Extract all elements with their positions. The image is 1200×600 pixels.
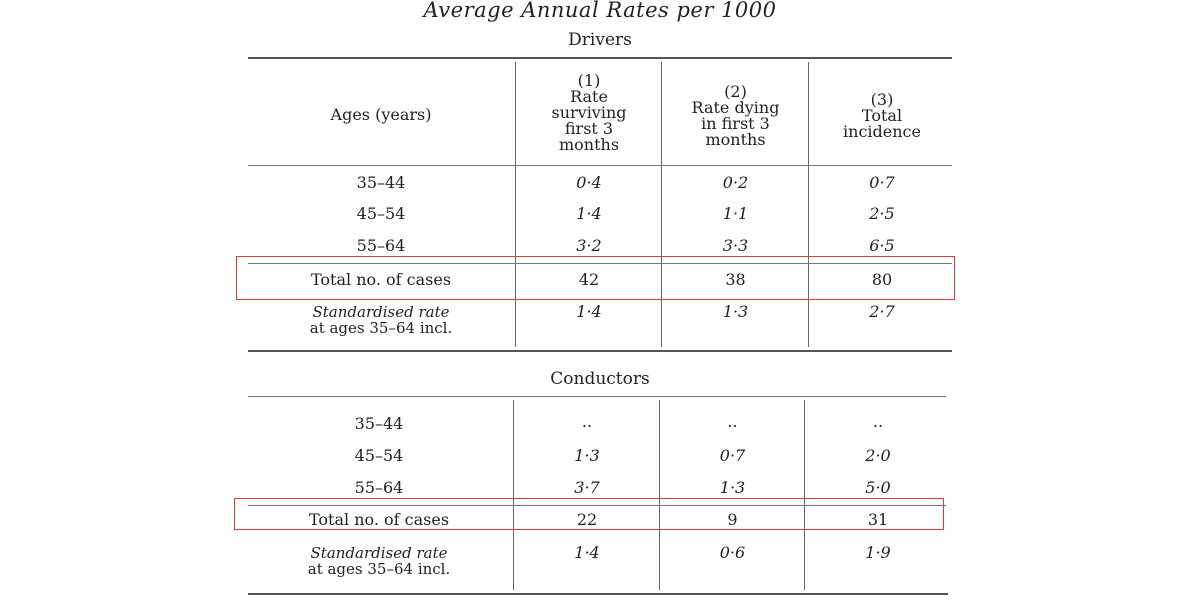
header-col2-line: in first 3 <box>701 114 770 133</box>
column-divider <box>808 62 809 347</box>
table-cell: 0·7 <box>869 173 895 192</box>
table-cell: 3·3 <box>722 236 749 255</box>
header-col2-line: Rate dying <box>691 98 780 117</box>
total-rule <box>248 263 952 264</box>
table-cell: 3·2 <box>576 236 602 255</box>
header-col2-line: months <box>705 130 766 149</box>
header-col1-line: months <box>558 135 620 154</box>
header-col1: (1) Rate surviving first 3 months <box>517 73 661 153</box>
column-divider <box>659 400 660 590</box>
header-col1-line: Rate <box>570 87 608 106</box>
total-cell: 9 <box>727 510 738 529</box>
table-cell: .. <box>872 412 884 431</box>
table-cell: 0·7 <box>719 446 746 465</box>
age-label: 55–64 <box>356 236 406 255</box>
standardised-cell: 1·3 <box>722 302 749 321</box>
header-col3-line: incidence <box>843 122 921 141</box>
total-cell: 38 <box>725 270 746 289</box>
table-cell: 1·3 <box>574 446 600 465</box>
table-cell: 1·3 <box>719 478 746 497</box>
header-col1-line: surviving <box>551 103 627 122</box>
table-cell: 2·0 <box>865 446 891 465</box>
total-rule <box>248 505 946 506</box>
total-cell: 22 <box>576 510 598 529</box>
table-cell: 5·0 <box>865 478 891 497</box>
total-cell: 31 <box>867 510 889 529</box>
column-divider <box>515 62 516 347</box>
age-label: 45–54 <box>354 446 404 465</box>
standardised-label-line2: at ages 35–64 incl. <box>307 560 451 578</box>
table-cell: 0·4 <box>576 173 602 192</box>
table-cell: 0·2 <box>722 173 749 192</box>
age-label: 35–44 <box>354 414 404 433</box>
drivers-bottom-rule <box>248 350 952 352</box>
header-rule <box>248 165 952 166</box>
highlight-box-drivers-total <box>236 256 955 300</box>
header-ages: Ages (years) <box>330 105 432 124</box>
conductors-bottom-rule <box>248 593 948 595</box>
standardised-label: Standardised rate at ages 35–64 incl. <box>250 304 512 336</box>
column-divider <box>804 400 805 590</box>
header-col3-line: (3) <box>870 90 894 109</box>
header-col1-line: first 3 <box>564 119 614 138</box>
header-col1-line: (1) <box>577 71 601 90</box>
total-cell: 42 <box>578 270 600 289</box>
standardised-label: Standardised rate at ages 35–64 incl. <box>248 545 510 577</box>
column-divider <box>513 400 514 590</box>
table-cell: 3·7 <box>574 478 600 497</box>
top-rule <box>248 57 952 59</box>
conductors-top-rule <box>248 396 946 397</box>
total-label: Total no. of cases <box>310 270 452 289</box>
header-col3: (3) Total incidence <box>810 92 954 140</box>
table-cell: 2·5 <box>869 204 895 223</box>
age-label: 55–64 <box>354 478 404 497</box>
highlight-box-conductors-total <box>234 498 944 530</box>
column-divider <box>661 62 662 347</box>
age-label: 35–44 <box>356 173 406 192</box>
table-cell: .. <box>727 412 738 431</box>
section-label-drivers: Drivers <box>568 30 632 50</box>
total-label: Total no. of cases <box>308 510 450 529</box>
standardised-cell: 0·6 <box>719 543 746 562</box>
table-cell: 1·1 <box>722 204 749 223</box>
table-cell: 1·4 <box>576 204 602 223</box>
standardised-label-line2: at ages 35–64 incl. <box>309 319 453 337</box>
table-cell: .. <box>581 412 593 431</box>
standardised-cell: 1·4 <box>574 543 600 562</box>
standardised-cell: 1·9 <box>865 543 891 562</box>
total-cell: 80 <box>871 270 893 289</box>
table-title: Average Annual Rates per 1000 <box>423 0 777 22</box>
standardised-cell: 2·7 <box>869 302 895 321</box>
age-label: 45–54 <box>356 204 406 223</box>
header-col2-line: (2) <box>724 82 747 101</box>
standardised-cell: 1·4 <box>576 302 602 321</box>
standardised-label-line1: Standardised rate <box>310 544 448 562</box>
standardised-label-line1: Standardised rate <box>312 303 450 321</box>
section-label-conductors: Conductors <box>550 369 650 389</box>
header-col2: (2) Rate dying in first 3 months <box>663 84 808 148</box>
table-cell: 6·5 <box>869 236 895 255</box>
header-col3-line: Total <box>861 106 903 125</box>
